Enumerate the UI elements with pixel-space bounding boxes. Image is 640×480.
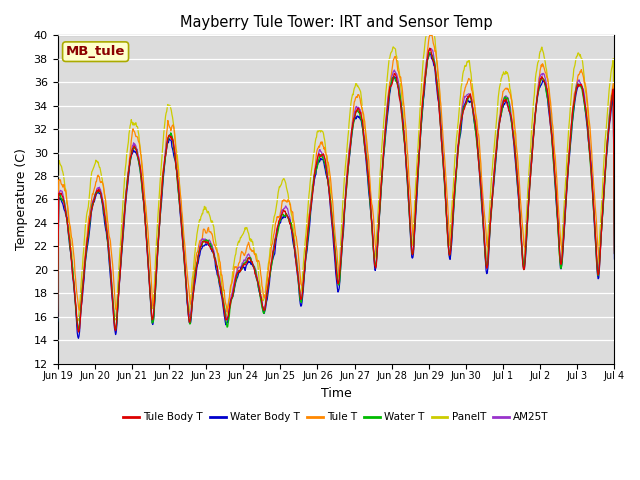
X-axis label: Time: Time <box>321 387 351 400</box>
Y-axis label: Temperature (C): Temperature (C) <box>15 148 28 251</box>
Title: Mayberry Tule Tower: IRT and Sensor Temp: Mayberry Tule Tower: IRT and Sensor Temp <box>180 15 492 30</box>
Legend: Tule Body T, Water Body T, Tule T, Water T, PanelT, AM25T: Tule Body T, Water Body T, Tule T, Water… <box>119 408 553 426</box>
Text: MB_tule: MB_tule <box>66 45 125 58</box>
